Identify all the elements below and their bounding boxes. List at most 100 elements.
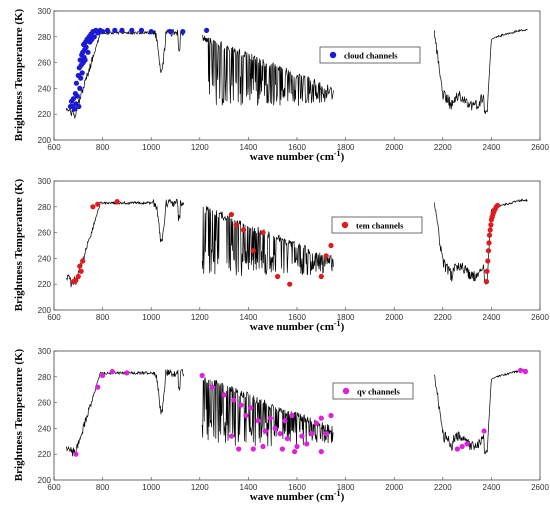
channel-point <box>233 222 239 228</box>
channel-point <box>73 80 79 86</box>
channel-point <box>289 412 295 419</box>
channel-point <box>168 29 174 35</box>
channel-point <box>277 431 283 437</box>
channel-point <box>287 281 293 287</box>
channel-point <box>292 449 298 455</box>
channel-point <box>82 57 88 63</box>
channel-point <box>243 412 249 419</box>
x-tick-label: 2600 <box>531 483 549 492</box>
x-tick-label: 800 <box>96 483 110 492</box>
channel-point <box>70 96 76 102</box>
y-tick-label: 240 <box>38 254 52 263</box>
channel-point <box>488 222 494 228</box>
x-tick-label: 2200 <box>434 483 452 492</box>
plot-frame <box>53 180 541 311</box>
channel-point <box>250 248 256 254</box>
channel-point <box>282 418 288 424</box>
x-axis-label-main: wave number (cm <box>250 151 334 163</box>
x-tick-label: 800 <box>96 313 110 322</box>
x-tick-label: 1000 <box>142 313 160 322</box>
channel-point <box>260 443 266 450</box>
channel-point <box>199 372 205 379</box>
channel-point <box>204 27 210 33</box>
channel-point <box>518 367 524 373</box>
channel-point <box>328 242 334 249</box>
x-tick-label: 2000 <box>385 143 403 152</box>
channel-point <box>318 449 324 455</box>
channel-point <box>91 34 97 40</box>
y-tick-label: 280 <box>38 373 52 382</box>
x-tick-label: 1600 <box>288 483 306 492</box>
x-axis-label-close: ) <box>341 321 345 333</box>
channel-point <box>275 273 281 280</box>
x-axis-label: wave number (cm-1) <box>250 319 345 333</box>
channel-point <box>484 268 490 274</box>
y-tick-label: 240 <box>38 84 52 93</box>
x-tick-label: 1200 <box>191 483 209 492</box>
x-tick-label: 1400 <box>240 143 258 152</box>
channel-point <box>486 232 493 238</box>
channel-point <box>483 279 490 285</box>
channel-point <box>71 106 77 112</box>
x-tick-label: 1600 <box>288 143 306 152</box>
legend-box <box>331 216 423 234</box>
x-tick-label: 1800 <box>337 313 355 322</box>
channel-point <box>304 441 310 447</box>
legend-label: cloud channels <box>344 51 398 61</box>
x-tick-label: 2000 <box>385 483 403 492</box>
ticks-group: 600 800 1000 1200 1400 1600 1800 2000 2200 2400 26… <box>38 347 550 492</box>
channel-point <box>124 370 130 376</box>
channel-point <box>148 29 154 35</box>
channel-point <box>180 29 186 35</box>
legend-marker <box>341 221 349 229</box>
channel-point <box>313 420 319 426</box>
x-tick-label: 2200 <box>434 143 452 152</box>
y-tick-label: 300 <box>38 7 52 16</box>
channel-point <box>459 443 465 450</box>
channel-point <box>100 29 106 35</box>
channel-point <box>109 369 115 375</box>
y-tick-label: 260 <box>38 399 52 408</box>
channel-point <box>481 428 487 434</box>
x-tick-label: 2000 <box>385 313 403 322</box>
channel-point <box>75 273 81 280</box>
legend-marker <box>342 387 350 395</box>
panel-cloud: 600 800 1000 1200 1400 1600 1800 2000 2200 2400 26… <box>13 7 549 163</box>
x-tick-label: 1800 <box>337 483 355 492</box>
channel-point <box>464 441 470 447</box>
y-axis-label: Brightness Temperature (K) <box>13 348 25 481</box>
channel-point <box>77 85 83 91</box>
channel-point <box>83 44 89 50</box>
channel-point <box>267 415 273 421</box>
channel-point <box>85 49 91 55</box>
x-tick-label: 2400 <box>483 143 501 152</box>
x-tick-label: 2400 <box>483 313 501 322</box>
y-axis-label: Brightness Temperature (K) <box>13 178 25 311</box>
x-tick-label: 1200 <box>191 313 209 322</box>
y-tick-label: 240 <box>38 424 52 433</box>
ticks-group: 600 800 1000 1200 1400 1600 1800 2000 2200 2400 26… <box>38 177 550 322</box>
channel-point <box>262 428 268 434</box>
channel-point <box>138 27 145 33</box>
channel-point <box>112 27 118 33</box>
legend-label: tem channels <box>356 221 404 231</box>
channel-point <box>228 433 234 439</box>
channel-point <box>486 240 492 246</box>
legend: tem channels <box>331 216 423 234</box>
x-tick-label: 1200 <box>191 143 209 152</box>
y-tick-label: 220 <box>38 110 52 119</box>
x-tick-label: 2600 <box>531 143 549 152</box>
channel-point <box>74 93 80 99</box>
channel-point <box>328 412 334 419</box>
channel-point <box>95 201 101 207</box>
x-tick-label: 2400 <box>483 483 501 492</box>
x-tick-label: 1400 <box>240 313 258 322</box>
y-tick-label: 220 <box>38 450 52 459</box>
y-tick-label: 220 <box>38 280 52 289</box>
channel-point <box>294 443 300 450</box>
x-axis-label: wave number (cm-1) <box>250 149 345 163</box>
channel-markers <box>67 27 210 112</box>
panel-qv: 600 800 1000 1200 1400 1600 1800 2000 2200 2400 26… <box>13 347 549 503</box>
legend-label: qv channels <box>357 387 400 397</box>
